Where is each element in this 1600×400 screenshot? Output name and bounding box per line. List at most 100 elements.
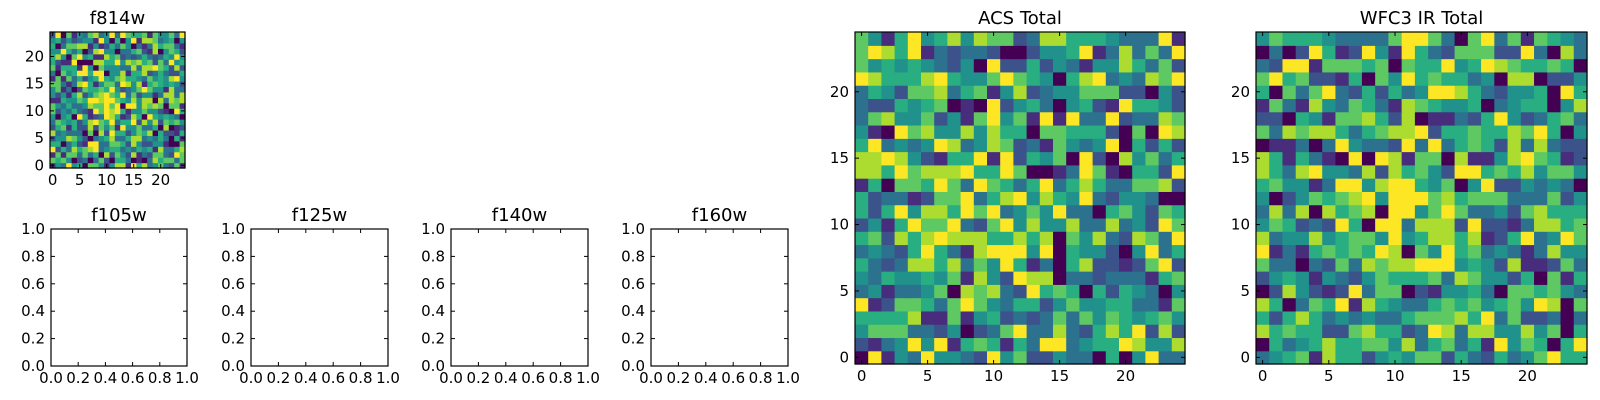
panel-6-cell	[1361, 124, 1376, 139]
panel-0-cell	[66, 146, 73, 153]
panel-0-cell	[55, 157, 62, 164]
panel-5-cell	[1158, 257, 1173, 272]
panel-5-cell	[973, 178, 988, 192]
panel-6-cell	[1282, 337, 1297, 352]
panel-0-cell	[93, 86, 100, 93]
panel-6-cell	[1494, 178, 1509, 192]
panel-0-cell	[66, 97, 73, 104]
panel-6-cell	[1308, 271, 1323, 285]
panel-0-cell	[66, 102, 73, 109]
panel-5-cell	[1132, 350, 1146, 365]
panel-5-cell	[987, 310, 1001, 325]
panel-0-xtick-label: 20	[151, 171, 170, 189]
panel-6-cell	[1348, 58, 1363, 73]
panel-5-cell	[1158, 337, 1173, 352]
panel-6-cell	[1322, 337, 1337, 352]
panel-0-cell	[152, 108, 159, 115]
panel-6-cell	[1414, 58, 1429, 73]
panel-0-cell	[114, 53, 121, 60]
panel-6-cell	[1269, 111, 1284, 126]
panel-6-cell	[1256, 178, 1270, 192]
panel-6-cell	[1414, 324, 1429, 339]
panel-6-cell	[1534, 350, 1548, 365]
panel-0-cell	[158, 102, 164, 109]
panel-0-cell	[168, 53, 175, 60]
panel-6-cell	[1560, 111, 1575, 126]
panel-6-cell	[1547, 271, 1562, 285]
panel-5-cell	[1000, 204, 1014, 219]
panel-0-cell	[152, 91, 159, 98]
panel-6-cell	[1441, 58, 1456, 73]
panel-0-cell	[168, 102, 175, 109]
panel-5-cell	[1132, 111, 1146, 126]
panel-0-cell	[158, 129, 164, 136]
panel-5-cell	[1066, 244, 1080, 259]
panel-5-cell	[855, 257, 869, 272]
panel-6-cell	[1348, 32, 1363, 46]
panel-5-cell	[1171, 297, 1186, 312]
panel-1-title: f105w	[91, 205, 146, 226]
panel-5-cell	[907, 244, 922, 259]
panel-6-cell	[1282, 98, 1297, 113]
panel-5-cell	[1013, 271, 1028, 285]
panel-5-cell	[934, 98, 948, 113]
panel-0-cell	[125, 37, 132, 44]
panel-6-cell	[1547, 337, 1562, 352]
panel-6-cell	[1520, 324, 1535, 339]
panel-5-cell	[1092, 337, 1107, 352]
panel-0-cell	[168, 157, 175, 164]
panel-0-cell	[147, 162, 154, 169]
panel-6-cell	[1361, 58, 1376, 73]
panel-0-cell	[93, 162, 100, 169]
panel-6-cell	[1428, 85, 1442, 99]
panel-0-cell	[125, 151, 132, 158]
panel-5-cell	[1013, 217, 1028, 232]
panel-5-cell	[881, 111, 896, 126]
panel-5-cell	[855, 151, 869, 166]
panel-5-cell	[1066, 231, 1080, 246]
panel-5-cell	[973, 32, 988, 46]
panel-6-ytick-label: 5	[1240, 282, 1250, 300]
panel-6-cell	[1534, 71, 1548, 86]
panel-6-cell	[1375, 71, 1389, 86]
panel-6-cell	[1308, 217, 1323, 232]
panel-6-cell	[1560, 310, 1575, 325]
panel-6-cell	[1414, 350, 1429, 365]
panel-0-cell	[109, 37, 116, 44]
panel-5-cell	[1092, 191, 1107, 206]
panel-6-cell	[1256, 257, 1270, 272]
panel-5-cell	[921, 231, 935, 246]
panel-5-cell	[868, 124, 882, 139]
panel-0-cell	[50, 102, 56, 109]
panel-5-cell	[1132, 191, 1146, 206]
panel-5-cell	[1066, 124, 1080, 139]
panel-6-cell	[1282, 151, 1297, 166]
panel-6-cell	[1507, 284, 1522, 299]
panel-5-cell	[1092, 45, 1107, 60]
panel-0-cell	[93, 59, 100, 66]
panel-2-title: f125w	[292, 205, 347, 226]
panel-5-cell	[881, 85, 896, 99]
panel-6-cell	[1414, 85, 1429, 99]
panel-0-cell	[66, 124, 73, 131]
panel-3-ytick-label: 0.6	[421, 275, 445, 293]
panel-6-cell	[1308, 231, 1323, 246]
panel-6-cell	[1361, 178, 1376, 192]
panel-5-title: ACS Total	[978, 8, 1062, 29]
panel-0-cell	[120, 162, 127, 169]
panel-5-cell	[1039, 204, 1054, 219]
panel-5-cell	[868, 45, 882, 60]
panel-0-cell	[131, 64, 137, 71]
panel-5-cell	[881, 32, 896, 46]
panel-6-cell	[1295, 297, 1310, 312]
panel-5-cell	[1105, 45, 1120, 60]
panel-5-cell	[1079, 71, 1094, 86]
panel-5-cell	[894, 164, 909, 179]
panel-6-cell	[1481, 204, 1495, 219]
panel-6-cell	[1560, 124, 1575, 139]
panel-5-cell	[1132, 297, 1146, 312]
panel-0-cell	[147, 113, 154, 120]
panel-5-cell	[921, 32, 935, 46]
panel-6-cell	[1494, 310, 1509, 325]
panel-6-cell	[1308, 178, 1323, 192]
